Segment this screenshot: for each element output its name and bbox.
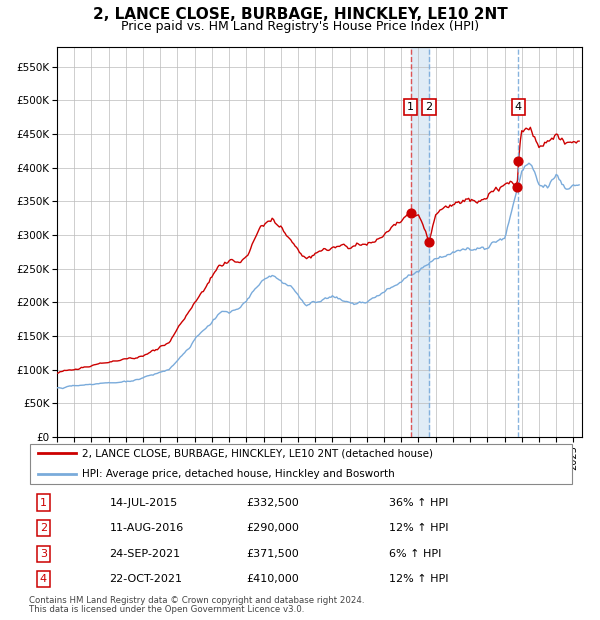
Text: 24-SEP-2021: 24-SEP-2021 — [109, 549, 181, 559]
Text: 36% ↑ HPI: 36% ↑ HPI — [389, 498, 449, 508]
Text: 2, LANCE CLOSE, BURBAGE, HINCKLEY, LE10 2NT (detached house): 2, LANCE CLOSE, BURBAGE, HINCKLEY, LE10 … — [82, 448, 433, 458]
Text: 12% ↑ HPI: 12% ↑ HPI — [389, 523, 449, 533]
Text: £290,000: £290,000 — [247, 523, 299, 533]
Text: 4: 4 — [515, 102, 522, 112]
Text: 22-OCT-2021: 22-OCT-2021 — [109, 574, 182, 584]
Text: £371,500: £371,500 — [247, 549, 299, 559]
Point — [424, 237, 434, 247]
Text: 1: 1 — [40, 498, 47, 508]
Point — [406, 208, 415, 218]
Text: 2: 2 — [425, 102, 433, 112]
Text: £410,000: £410,000 — [247, 574, 299, 584]
Text: 1: 1 — [407, 102, 414, 112]
Point — [512, 182, 522, 192]
Text: 2: 2 — [40, 523, 47, 533]
Text: 4: 4 — [40, 574, 47, 584]
Text: Price paid vs. HM Land Registry's House Price Index (HPI): Price paid vs. HM Land Registry's House … — [121, 20, 479, 33]
Text: 14-JUL-2015: 14-JUL-2015 — [109, 498, 178, 508]
Text: 11-AUG-2016: 11-AUG-2016 — [109, 523, 184, 533]
Text: This data is licensed under the Open Government Licence v3.0.: This data is licensed under the Open Gov… — [29, 605, 304, 614]
Text: 3: 3 — [40, 549, 47, 559]
FancyBboxPatch shape — [30, 444, 572, 484]
Point — [514, 156, 523, 166]
Text: 6% ↑ HPI: 6% ↑ HPI — [389, 549, 442, 559]
Bar — [410, 46, 429, 437]
Text: 2, LANCE CLOSE, BURBAGE, HINCKLEY, LE10 2NT: 2, LANCE CLOSE, BURBAGE, HINCKLEY, LE10 … — [92, 7, 508, 22]
Text: Contains HM Land Registry data © Crown copyright and database right 2024.: Contains HM Land Registry data © Crown c… — [29, 596, 364, 606]
Text: £332,500: £332,500 — [247, 498, 299, 508]
Text: HPI: Average price, detached house, Hinckley and Bosworth: HPI: Average price, detached house, Hinc… — [82, 469, 395, 479]
Text: 12% ↑ HPI: 12% ↑ HPI — [389, 574, 449, 584]
